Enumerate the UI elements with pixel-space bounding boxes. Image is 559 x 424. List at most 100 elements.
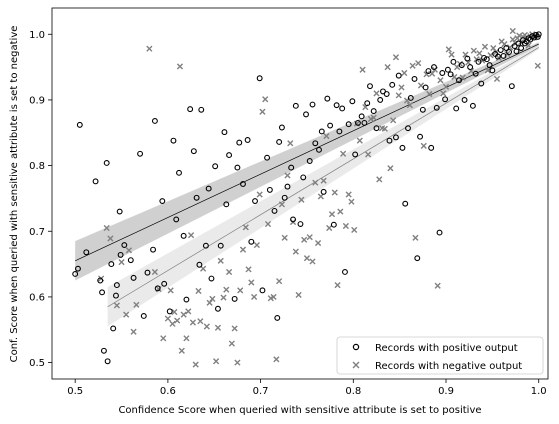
y-tick-label: 1.0 bbox=[29, 30, 45, 41]
data-point-positive bbox=[100, 347, 107, 354]
data-point-positive bbox=[506, 49, 513, 55]
data-point-positive bbox=[256, 75, 263, 82]
data-point-negative bbox=[195, 287, 202, 295]
data-point-positive bbox=[161, 280, 168, 287]
data-point-negative bbox=[516, 32, 523, 39]
data-point-negative bbox=[337, 208, 344, 215]
data-point-negative bbox=[171, 308, 178, 316]
data-point-negative bbox=[125, 247, 133, 254]
data-point-positive bbox=[494, 53, 501, 60]
data-point-negative bbox=[390, 117, 397, 124]
data-point-positive bbox=[196, 261, 203, 268]
data-point-negative bbox=[348, 198, 355, 205]
confidence-bands bbox=[75, 42, 539, 327]
data-point-negative bbox=[239, 246, 247, 253]
data-point-negative bbox=[270, 293, 277, 301]
data-point-positive bbox=[104, 358, 111, 365]
data-point-positive bbox=[534, 33, 541, 40]
data-point-negative bbox=[470, 47, 477, 54]
data-point-negative bbox=[387, 165, 394, 172]
data-point-negative bbox=[309, 258, 316, 265]
data-point-negative bbox=[220, 294, 227, 301]
legend-label-positive: Records with positive output bbox=[375, 343, 518, 354]
data-point-positive bbox=[411, 75, 418, 82]
data-point-positive bbox=[518, 45, 525, 52]
data-point-positive bbox=[389, 81, 396, 88]
data-point-positive bbox=[433, 104, 440, 111]
data-point-negative bbox=[197, 318, 204, 325]
data-point-positive bbox=[453, 105, 460, 112]
data-point-positive bbox=[198, 106, 205, 113]
data-point-positive bbox=[248, 238, 255, 245]
data-point-negative bbox=[287, 140, 294, 147]
data-point-positive bbox=[318, 128, 325, 135]
data-point-positive bbox=[271, 207, 278, 214]
data-point-positive bbox=[444, 66, 451, 73]
data-point-positive bbox=[486, 62, 493, 69]
data-point-positive bbox=[367, 83, 373, 90]
data-point-negative bbox=[484, 67, 491, 74]
data-point-positive bbox=[183, 296, 190, 303]
data-point-positive bbox=[320, 188, 327, 195]
data-point-negative bbox=[276, 278, 283, 285]
data-point-positive bbox=[333, 102, 340, 109]
data-point-negative bbox=[281, 234, 288, 241]
data-point-positive bbox=[513, 48, 520, 55]
data-point-positive bbox=[442, 96, 449, 103]
data-point-positive bbox=[312, 140, 319, 147]
data-point-positive bbox=[151, 117, 158, 124]
data-point-negative bbox=[103, 224, 110, 232]
data-point-positive bbox=[221, 129, 228, 136]
data-point-positive bbox=[436, 229, 443, 236]
data-point-positive bbox=[515, 40, 522, 47]
data-point-negative bbox=[415, 60, 422, 67]
data-point-negative bbox=[176, 63, 184, 70]
data-point-positive bbox=[140, 313, 147, 319]
data-point-positive bbox=[187, 106, 194, 113]
data-point-negative bbox=[284, 172, 291, 179]
data-point-negative bbox=[118, 259, 125, 266]
data-point-positive bbox=[113, 292, 119, 299]
data-point-negative bbox=[509, 27, 516, 35]
data-point-positive bbox=[478, 80, 485, 87]
data-point-negative bbox=[373, 90, 380, 97]
data-point-negative bbox=[303, 255, 311, 262]
data-point-positive bbox=[215, 305, 221, 312]
data-point-negative bbox=[509, 36, 516, 43]
data-point-positive bbox=[475, 58, 482, 65]
data-point-positive bbox=[130, 274, 137, 281]
data-point-positive bbox=[113, 282, 120, 289]
data-point-positive bbox=[83, 249, 90, 256]
data-point-positive bbox=[240, 181, 246, 187]
data-point-positive bbox=[461, 96, 468, 103]
data-point-negative bbox=[292, 248, 299, 255]
data-point-negative bbox=[437, 77, 444, 84]
data-point-positive bbox=[386, 137, 393, 144]
data-point-negative bbox=[392, 54, 400, 61]
data-point-negative bbox=[401, 69, 408, 77]
data-point-positive bbox=[76, 121, 83, 128]
data-point-negative bbox=[262, 96, 269, 103]
x-axis-label: Confidence Score when queried with sensi… bbox=[118, 405, 481, 416]
data-point-positive bbox=[373, 125, 380, 132]
data-point-negative bbox=[178, 347, 185, 354]
data-point-negative bbox=[420, 142, 427, 149]
data-point-positive bbox=[217, 242, 224, 249]
data-point-positive bbox=[345, 121, 352, 128]
data-point-positive bbox=[500, 52, 507, 59]
legend: Records with positive output Records wit… bbox=[336, 336, 544, 375]
data-point-negative bbox=[183, 335, 190, 342]
data-point-negative bbox=[356, 137, 363, 144]
data-point-negative bbox=[273, 356, 280, 363]
data-point-negative bbox=[192, 361, 199, 368]
data-point-positive bbox=[281, 194, 288, 201]
data-point-positive bbox=[330, 221, 337, 228]
data-point-positive bbox=[324, 95, 331, 102]
data-point-negative bbox=[365, 151, 372, 158]
y-tick-label: 0.6 bbox=[29, 292, 45, 303]
x-tick-label: 0.9 bbox=[438, 386, 454, 397]
data-point-positive bbox=[349, 98, 356, 105]
data-point-negative bbox=[253, 241, 260, 249]
data-point-positive bbox=[103, 160, 110, 166]
data-point-negative bbox=[395, 92, 402, 99]
